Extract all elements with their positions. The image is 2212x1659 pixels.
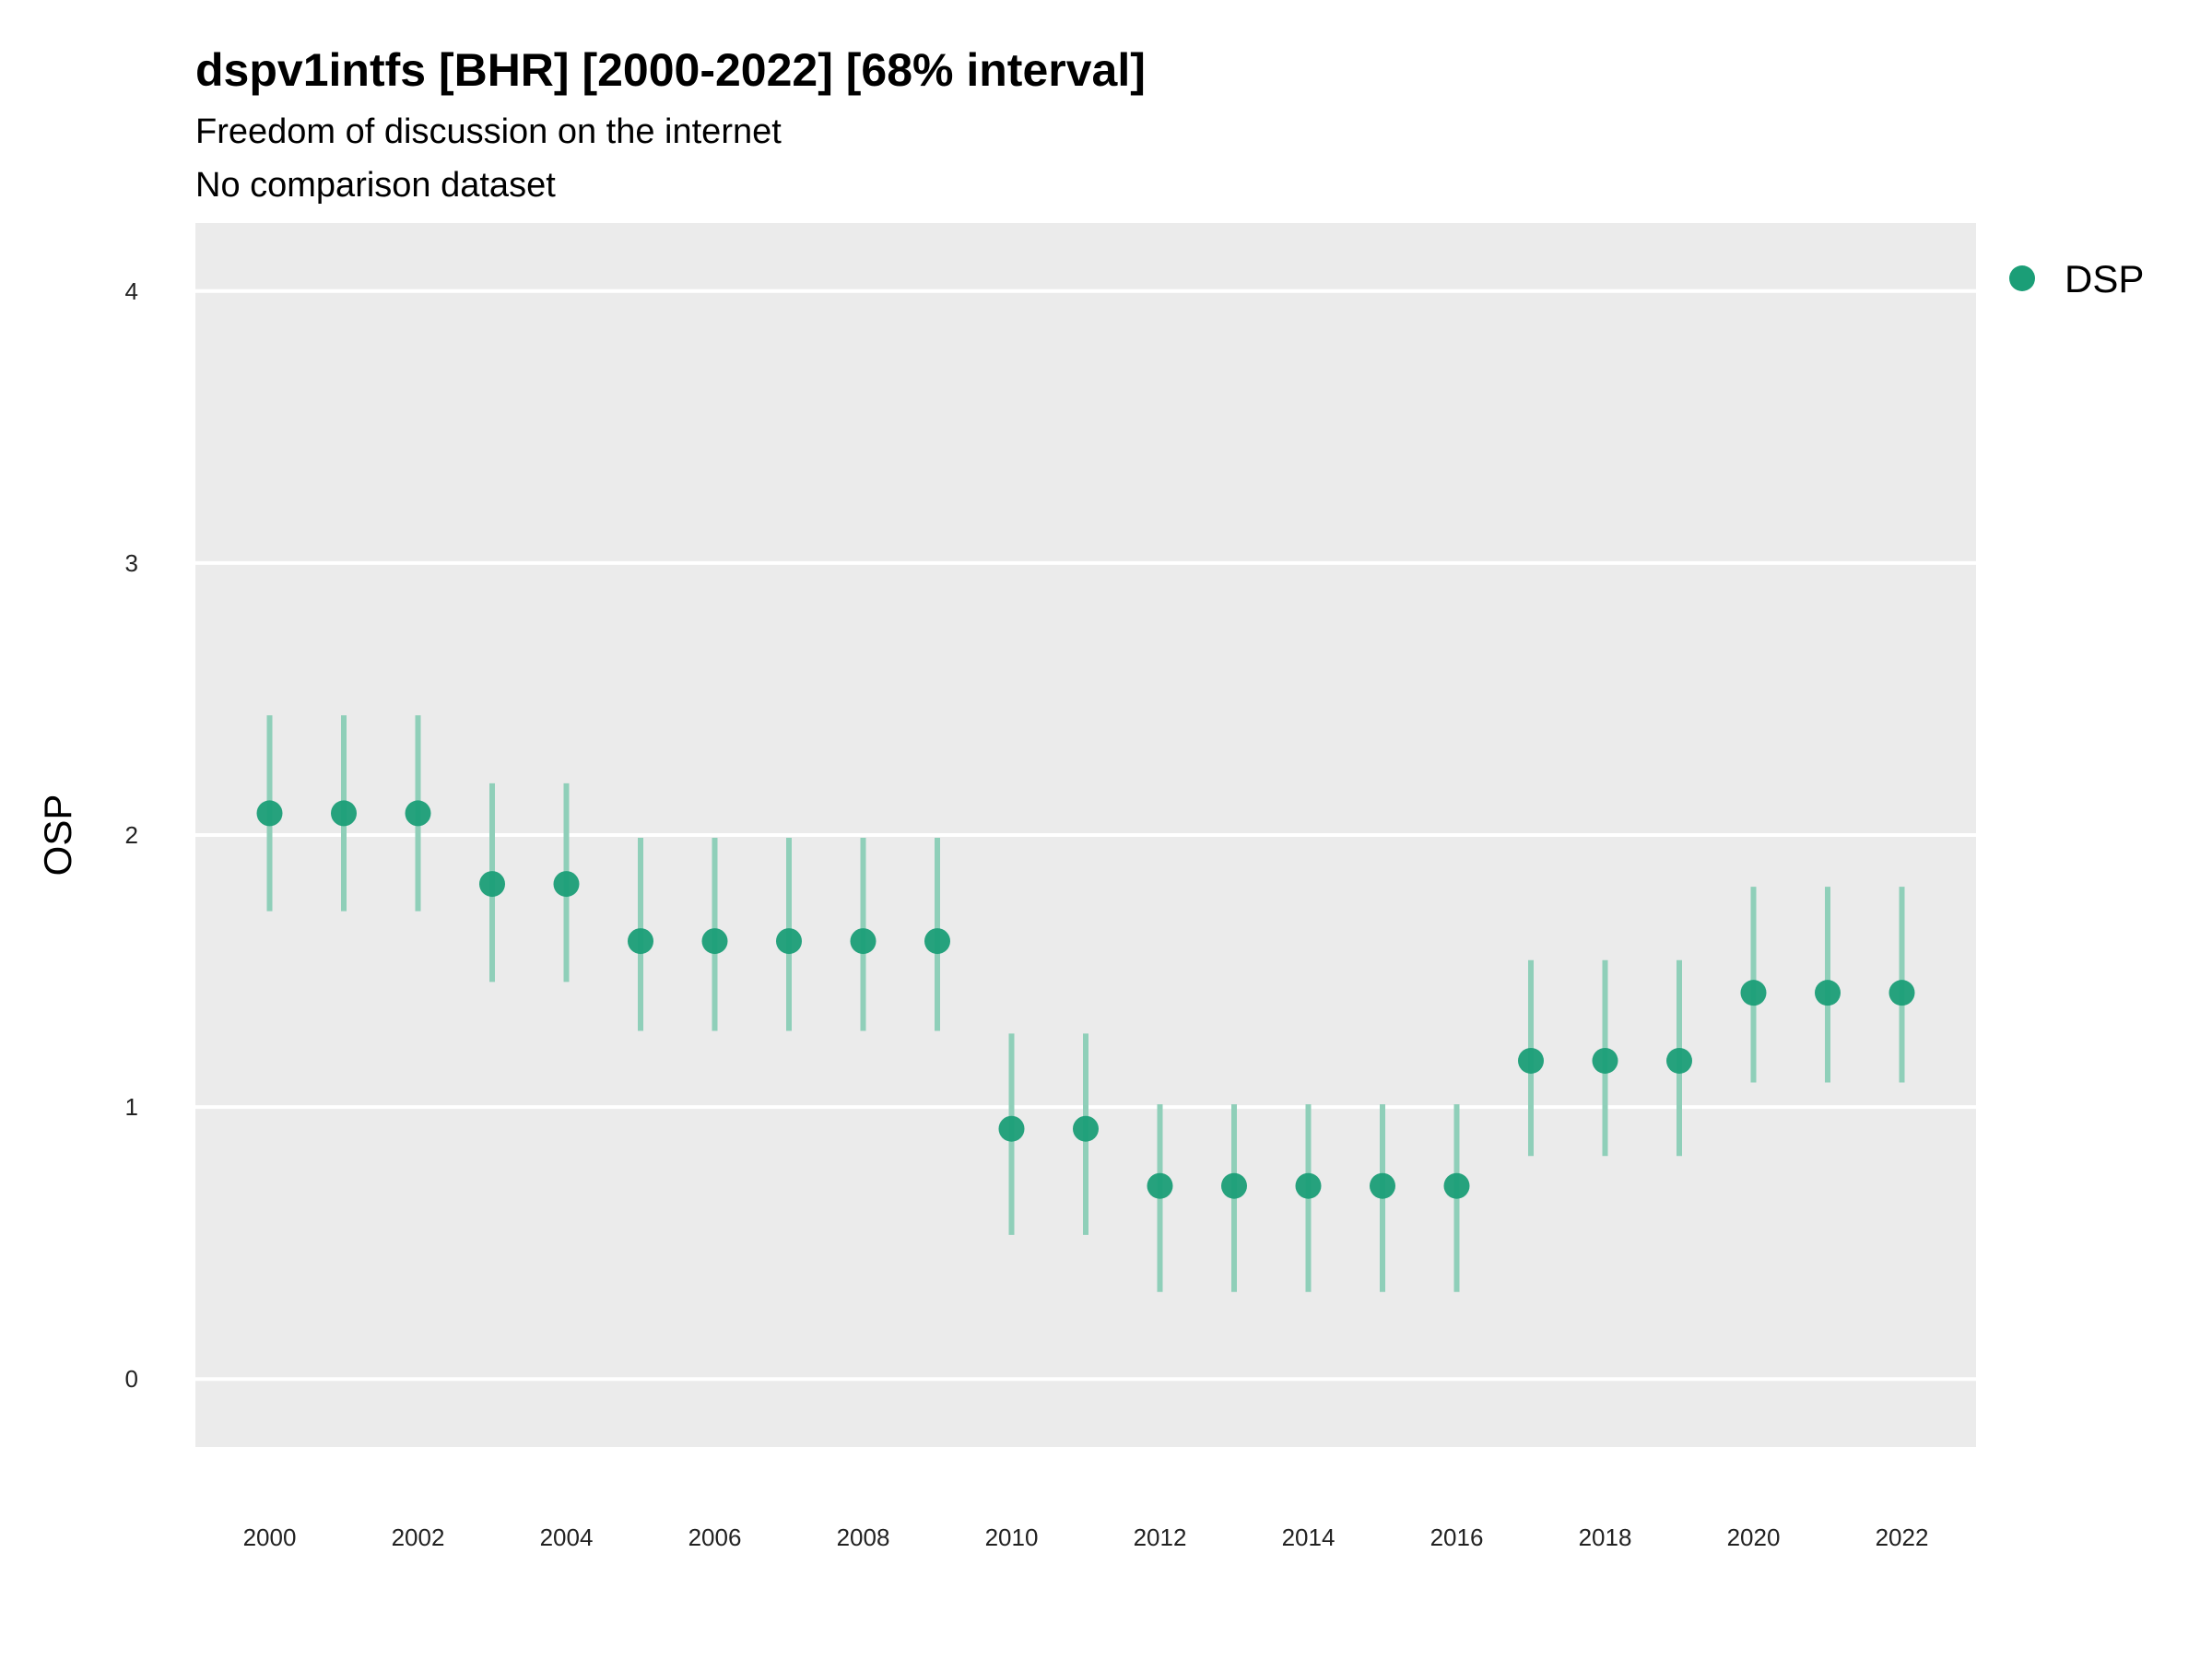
legend: DSP bbox=[2009, 257, 2144, 300]
legend-swatch-dsp bbox=[2009, 265, 2035, 291]
x-tick-label: 2010 bbox=[985, 1524, 1039, 1551]
chart-caption: No comparison dataset bbox=[195, 166, 556, 205]
data-point bbox=[776, 928, 802, 955]
data-point bbox=[553, 871, 580, 898]
x-tick-label: 2022 bbox=[1876, 1524, 1929, 1551]
data-point bbox=[628, 928, 653, 955]
data-point bbox=[1740, 980, 1767, 1006]
x-tick-label: 2006 bbox=[688, 1524, 742, 1551]
data-point bbox=[1888, 980, 1915, 1006]
data-point bbox=[256, 800, 283, 827]
data-point bbox=[331, 800, 357, 827]
x-tick-label: 2020 bbox=[1727, 1524, 1781, 1551]
data-point bbox=[1592, 1047, 1618, 1074]
x-tick-label: 2018 bbox=[1579, 1524, 1632, 1551]
data-point bbox=[998, 1115, 1025, 1142]
data-point bbox=[405, 800, 431, 827]
y-tick-label: 2 bbox=[125, 821, 138, 849]
data-point bbox=[1815, 980, 1841, 1006]
data-point bbox=[1370, 1172, 1395, 1199]
y-tick-label: 3 bbox=[125, 549, 138, 577]
x-axis-ticks: 2000 2002 2004 2006 2008 2010 2012 2014 2016 2018… bbox=[243, 1524, 1929, 1551]
data-point bbox=[1518, 1047, 1544, 1074]
data-point bbox=[479, 871, 505, 898]
data-point bbox=[924, 928, 950, 955]
data-point bbox=[1221, 1172, 1247, 1199]
legend-label-dsp: DSP bbox=[2065, 257, 2144, 300]
x-tick-label: 2000 bbox=[243, 1524, 297, 1551]
y-tick-label: 4 bbox=[125, 277, 138, 305]
x-tick-label: 2016 bbox=[1430, 1524, 1484, 1551]
y-axis-ticks: 0 1 2 3 4 bbox=[125, 277, 138, 1393]
data-point bbox=[1073, 1115, 1099, 1142]
y-axis-label: OSP bbox=[36, 794, 79, 877]
x-tick-label: 2012 bbox=[1134, 1524, 1187, 1551]
x-tick-label: 2014 bbox=[1282, 1524, 1335, 1551]
data-point bbox=[1295, 1172, 1322, 1199]
data-point bbox=[1443, 1172, 1470, 1199]
x-tick-label: 2004 bbox=[540, 1524, 594, 1551]
data-points bbox=[256, 800, 1915, 1199]
chart-title: dspv1intfs [BHR] [2000-2022] [68% interv… bbox=[195, 44, 1146, 96]
x-tick-label: 2002 bbox=[392, 1524, 445, 1551]
data-point bbox=[701, 928, 728, 955]
data-point bbox=[1147, 1172, 1173, 1199]
y-tick-label: 1 bbox=[125, 1093, 138, 1121]
y-tick-label: 0 bbox=[125, 1365, 138, 1393]
chart-subtitle: Freedom of discussion on the internet bbox=[195, 112, 782, 151]
data-point bbox=[850, 928, 877, 955]
data-point bbox=[1666, 1047, 1692, 1074]
x-tick-label: 2008 bbox=[837, 1524, 890, 1551]
